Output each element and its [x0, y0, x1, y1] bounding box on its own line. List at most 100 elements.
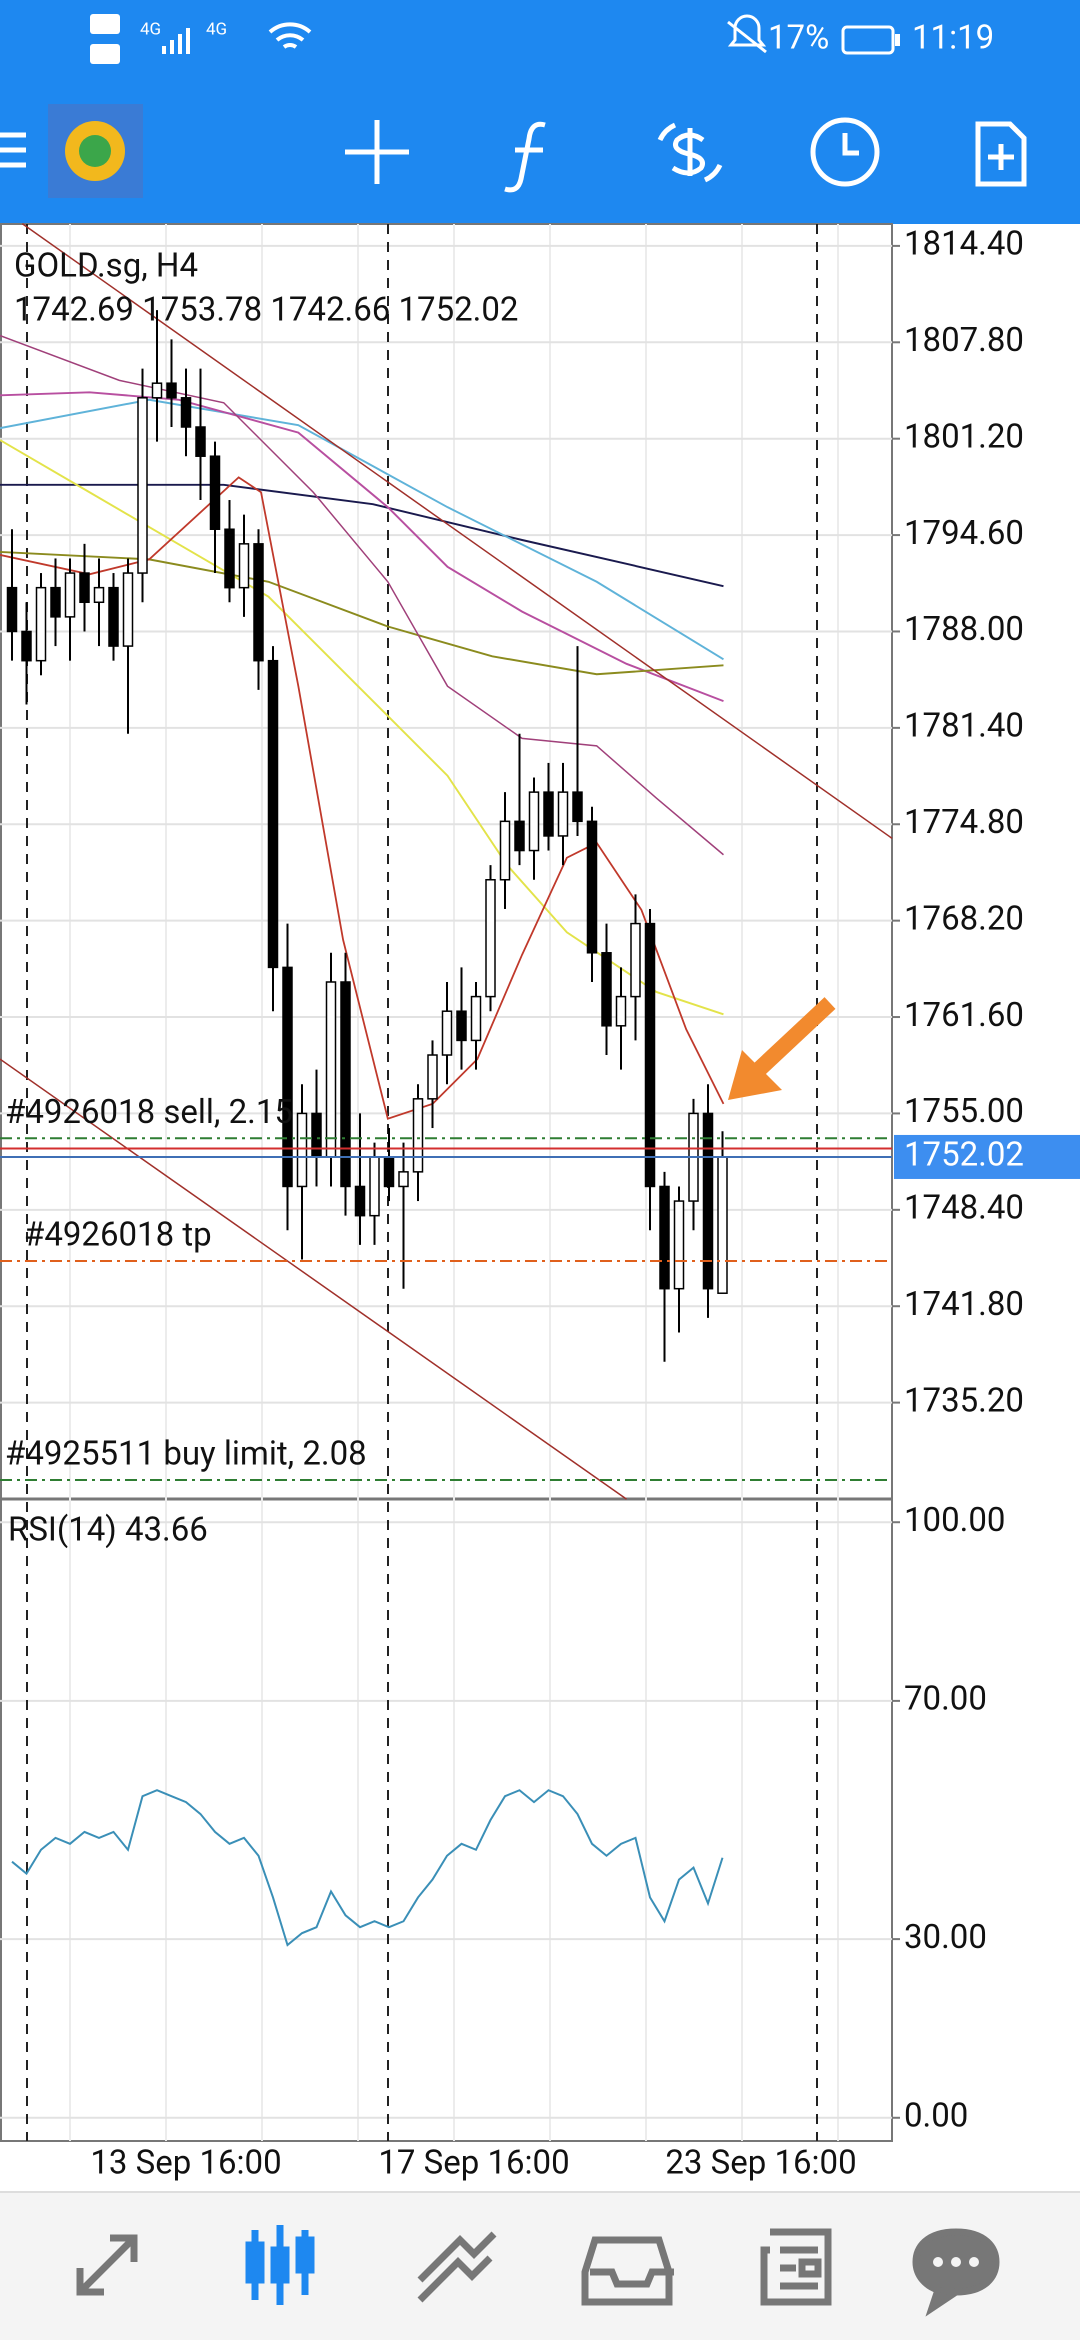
hd-icon — [90, 14, 120, 34]
y-tick-label: 1774.80 — [904, 803, 1024, 842]
trade-button[interactable] — [657, 122, 723, 183]
tab-icon — [270, 2246, 290, 2284]
menu-button[interactable] — [0, 132, 26, 168]
candle-body — [543, 791, 554, 837]
candle-body — [253, 543, 264, 662]
trendline — [21, 223, 893, 839]
candle-body — [238, 543, 250, 589]
candle-body — [659, 1185, 670, 1290]
candle-body — [311, 1112, 322, 1158]
candle-body — [35, 586, 47, 662]
candle-body — [383, 1156, 395, 1188]
tab-icon — [951, 2257, 961, 2267]
candle-body — [485, 879, 496, 998]
ohlc-label: 1742.69 1753.78 1742.66 1752.02 — [14, 291, 518, 330]
crosshair-button[interactable] — [345, 120, 409, 184]
candle-body — [702, 1112, 714, 1290]
candle-body — [224, 528, 235, 589]
period-button[interactable] — [810, 117, 880, 187]
candle-body — [50, 586, 61, 618]
price-line-label: #4926018 tp — [24, 1216, 212, 1255]
x-tick-label: 13 Sep 16:00 — [90, 2144, 281, 2183]
news-tab[interactable] — [760, 2228, 832, 2306]
candle-body — [79, 572, 90, 604]
y-tick-label: 1755.00 — [904, 1092, 1024, 1131]
candle-body — [528, 791, 540, 852]
candle-body — [267, 659, 279, 969]
candle-body — [151, 382, 163, 399]
candle-body — [108, 586, 119, 647]
moving-average — [0, 391, 724, 703]
rsi-line — [11, 1789, 724, 1947]
app-logo — [79, 135, 111, 167]
candle-body — [325, 981, 337, 1158]
network-type: 4G — [140, 19, 161, 39]
annotation-arrow — [728, 997, 836, 1100]
indicators-button[interactable] — [504, 121, 546, 193]
candle-body — [427, 1054, 438, 1100]
mute-icon — [727, 14, 767, 54]
price-line-label: #4926018 sell, 2.15 — [5, 1093, 293, 1132]
y-tick-label: 1794.60 — [904, 514, 1024, 553]
candle-body — [398, 1171, 409, 1188]
tab-icon — [295, 2236, 315, 2274]
moving-average — [0, 398, 724, 661]
candle-body — [644, 922, 656, 1188]
candle-body — [470, 995, 482, 1042]
new-order-button[interactable] — [975, 121, 1027, 187]
bottom-nav — [0, 2192, 1080, 2340]
clock: 11:19 — [912, 19, 994, 58]
candle-body — [64, 572, 76, 618]
tab-icon — [933, 2257, 943, 2267]
tab-icon — [969, 2257, 979, 2267]
history-tab[interactable] — [581, 2236, 674, 2306]
candle-body — [412, 1098, 424, 1173]
candle-body — [601, 952, 612, 1027]
rsi-title: RSI(14) 43.66 — [8, 1511, 208, 1550]
candle-body — [209, 455, 221, 530]
y-tick-label: 100.00 — [904, 1501, 1005, 1540]
plot-frame — [0, 223, 893, 2142]
tab-icon — [245, 2241, 265, 2284]
trendline — [0, 1058, 627, 1500]
candle-body — [557, 791, 569, 837]
y-tick-label: 1741.80 — [904, 1285, 1024, 1324]
y-tick-label: 70.00 — [904, 1680, 987, 1719]
signal-bar — [170, 40, 174, 54]
candle-body — [717, 1156, 728, 1294]
candle-body — [586, 820, 598, 954]
candle-body — [180, 397, 192, 428]
candle-body — [572, 791, 583, 823]
chat-tab[interactable] — [912, 2228, 1000, 2317]
candle-body — [282, 966, 293, 1188]
y-tick-label: 1748.40 — [904, 1189, 1024, 1228]
battery-level: 17% — [768, 19, 829, 58]
candle-body — [441, 1010, 453, 1056]
trade-tab[interactable] — [417, 2231, 497, 2303]
candle-body — [615, 995, 627, 1027]
hd-icon — [90, 44, 120, 64]
arrow-shaft — [746, 997, 836, 1082]
y-tick-label: 1781.40 — [904, 707, 1024, 746]
network-type: 4G — [206, 19, 227, 39]
signal-bar — [186, 28, 190, 54]
toolbar — [0, 104, 1027, 198]
y-tick-label: 1788.00 — [904, 610, 1024, 649]
y-tick-label: 1768.20 — [904, 899, 1024, 938]
moving-average — [0, 483, 724, 588]
candle-body — [6, 586, 18, 633]
y-tick-label: 1801.20 — [904, 417, 1024, 456]
candle-body — [514, 820, 525, 852]
bottom-nav-items — [76, 2225, 1000, 2317]
chart-tab[interactable] — [245, 2225, 315, 2305]
x-tick-label: 17 Sep 16:00 — [378, 2144, 569, 2183]
price-tag-label: 1752.02 — [904, 1136, 1024, 1175]
chart-title: GOLD.sg, H4 — [14, 247, 198, 286]
price-line-label: #4925511 buy limit, 2.08 — [5, 1435, 367, 1474]
candle-body — [354, 1185, 366, 1217]
quotes-tab[interactable] — [76, 2234, 138, 2296]
y-tick-label: 1814.40 — [904, 225, 1024, 264]
signal-bar — [162, 46, 166, 54]
